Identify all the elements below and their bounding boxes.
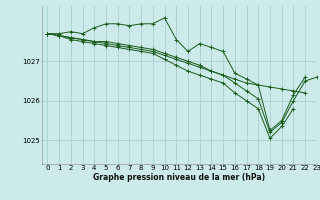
X-axis label: Graphe pression niveau de la mer (hPa): Graphe pression niveau de la mer (hPa) [93, 173, 265, 182]
